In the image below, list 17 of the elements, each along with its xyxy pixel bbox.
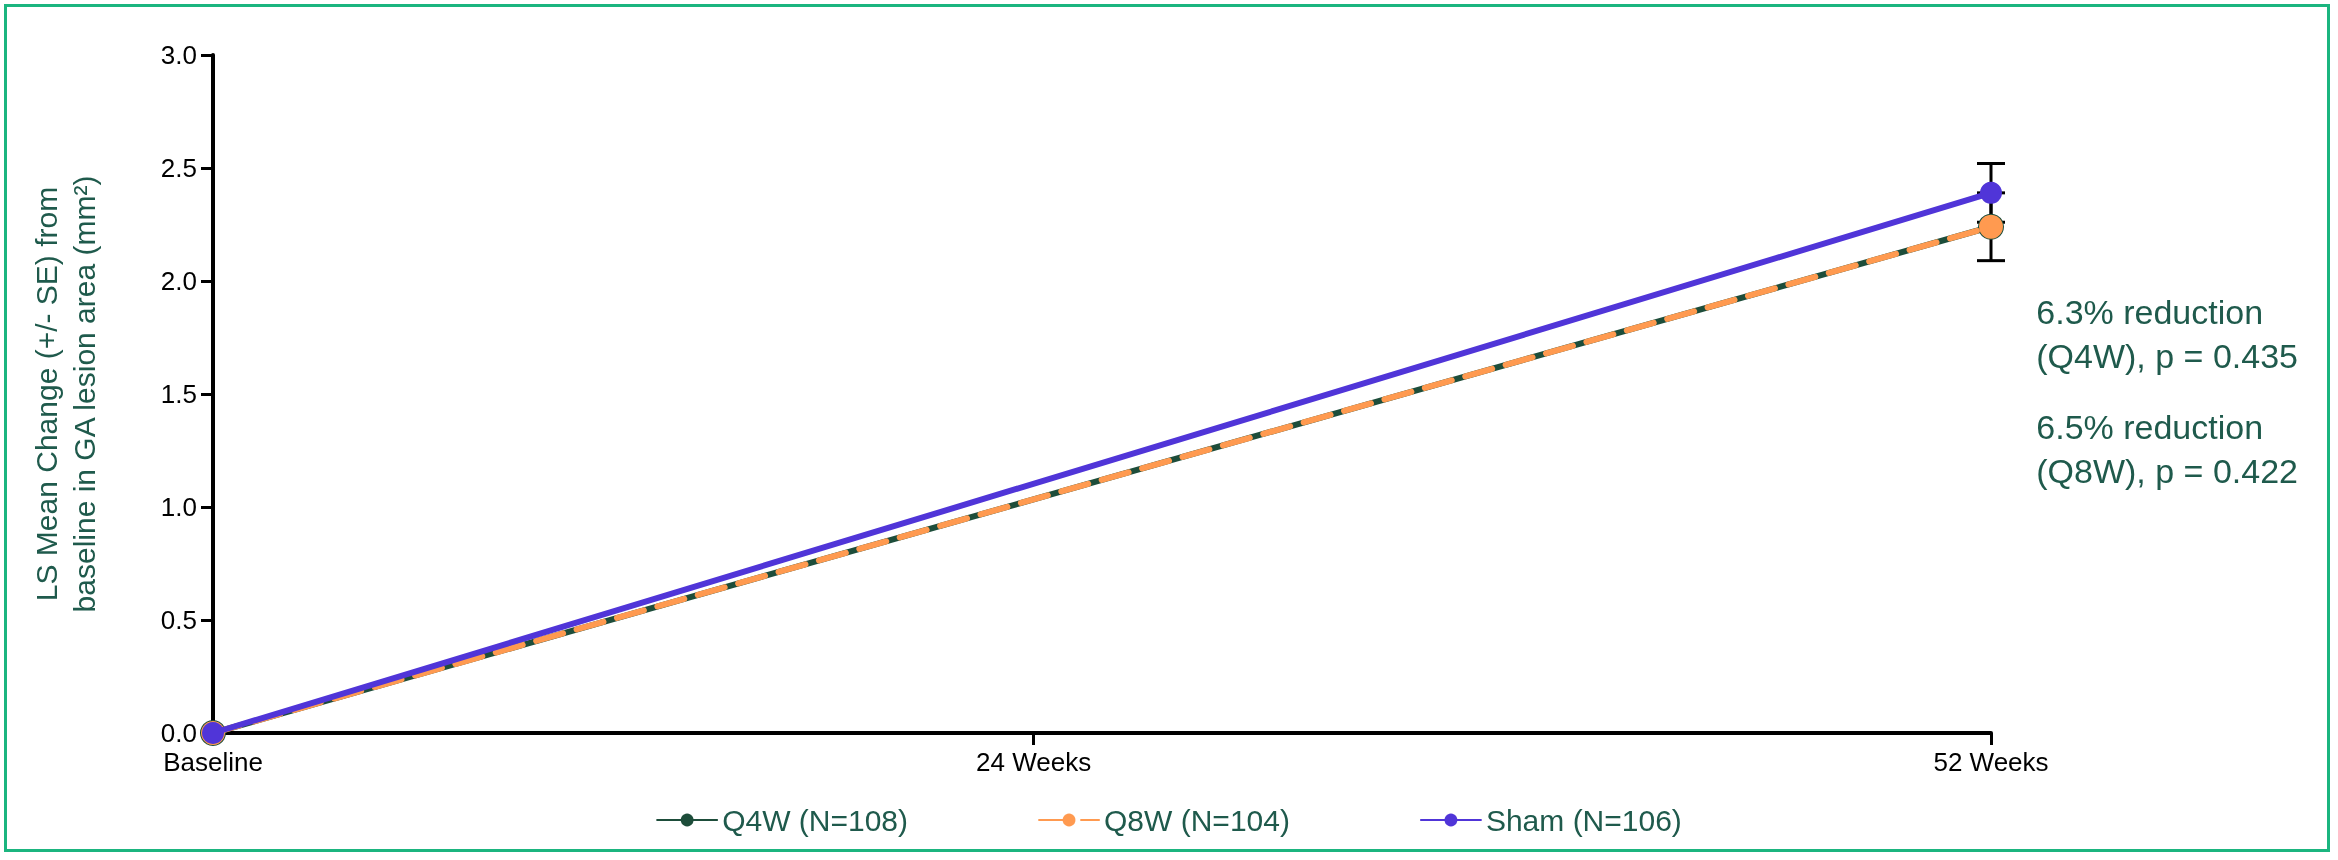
x-tick-label: 52 Weeks — [1933, 747, 2049, 777]
text: 6.5% reduction (Q8W), p = 0.422 — [2036, 408, 2299, 490]
legend-label: Q4W (N=108) — [722, 803, 909, 837]
y-tick-label: 1.5 — [160, 379, 197, 409]
y-tick-label: 0.5 — [160, 605, 197, 635]
x-tick-label: 24 Weeks — [976, 747, 1092, 777]
y-tick-label: 2.0 — [160, 266, 197, 296]
legend-label: Sham (N=106) — [1485, 803, 1682, 837]
legend-label: Q8W (N=104) — [1104, 803, 1290, 837]
y-tick-label: 0.0 — [160, 718, 197, 748]
x-tick-label: Baseline — [163, 747, 263, 777]
text: 6.3% reduction (Q4W), p = 0.435 — [2036, 293, 2299, 375]
y-tick-label: 2.5 — [160, 153, 197, 183]
point — [1980, 181, 2002, 204]
y-tick-label: 1.0 — [160, 492, 197, 522]
y-axis-title: LS Mean Change (+/- SE) from baseline in GA lesion area (mm²) — [29, 175, 101, 613]
y-tick-label: 3.0 — [160, 40, 197, 70]
